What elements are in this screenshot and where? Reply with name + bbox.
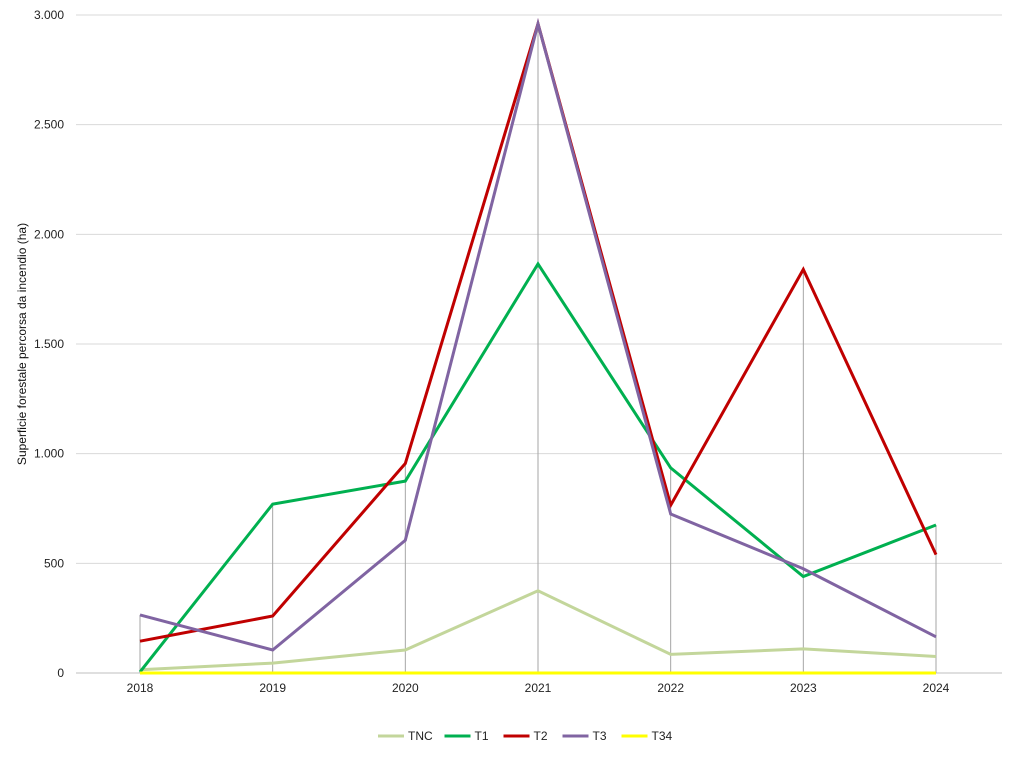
y-tick-label: 2.500 bbox=[34, 118, 64, 132]
x-tick-label: 2020 bbox=[392, 681, 419, 695]
legend-label-t1: T1 bbox=[475, 729, 489, 743]
y-tick-label: 1.000 bbox=[34, 447, 64, 461]
series-line-t1 bbox=[138, 261, 937, 673]
gridlines bbox=[76, 14, 1002, 674]
x-tick-label: 2024 bbox=[923, 681, 950, 695]
y-axis-title: Superficie forestale percorsa da incendi… bbox=[15, 223, 29, 465]
x-tick-label: 2018 bbox=[127, 681, 154, 695]
series-lines bbox=[138, 17, 938, 675]
x-tick-label: 2023 bbox=[790, 681, 817, 695]
legend-label-tnc: TNC bbox=[408, 729, 433, 743]
x-tick-label: 2019 bbox=[259, 681, 286, 695]
series-line-t3 bbox=[139, 17, 937, 652]
y-tick-label: 500 bbox=[44, 556, 64, 570]
y-tick-label: 3.000 bbox=[34, 8, 64, 22]
y-axis-ticks: 0 500 1.000 1.500 2.000 2.500 3.000 bbox=[34, 8, 64, 680]
legend-label-t2: T2 bbox=[534, 729, 548, 743]
x-tick-label: 2022 bbox=[657, 681, 684, 695]
series-line-tnc bbox=[139, 589, 937, 672]
legend-label-t34: T34 bbox=[652, 729, 673, 743]
y-tick-label: 2.000 bbox=[34, 227, 64, 241]
legend-label-t3: T3 bbox=[593, 729, 607, 743]
y-tick-label: 0 bbox=[57, 666, 64, 680]
legend: TNC T1 T2 T3 T34 bbox=[378, 729, 673, 743]
x-tick-label: 2021 bbox=[525, 681, 552, 695]
x-axis-ticks: 2018 2019 2020 2021 2022 2023 2024 bbox=[127, 681, 950, 695]
drop-lines bbox=[139, 23, 937, 673]
y-tick-label: 1.500 bbox=[34, 337, 64, 351]
